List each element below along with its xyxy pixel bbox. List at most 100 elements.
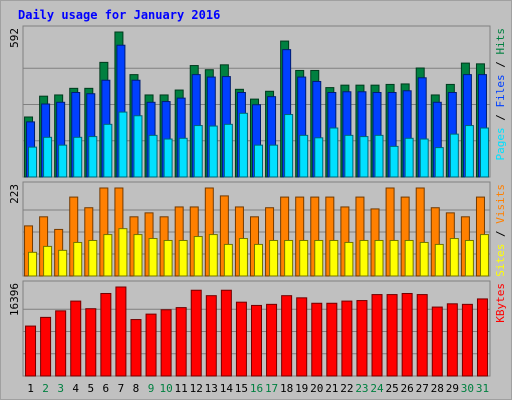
bar-kbytes-day-15 [235,301,247,377]
bar-pages-day-19 [299,134,309,178]
x-tick-label: 13 [205,382,218,395]
bar-kbytes-day-20 [311,302,323,377]
bar-kbytes-day-29 [446,303,458,377]
bar-kbytes-day-12 [190,289,202,377]
bar-pages-day-29 [449,133,459,178]
x-tick-label: 30 [461,382,474,395]
bar-kbytes-day-17 [266,303,278,377]
x-tick-label: 29 [446,382,459,395]
bar-kbytes-day-1 [25,325,37,377]
panel-mid-legend: Sites / Visits [494,184,507,277]
bar-pages-day-17 [269,144,279,178]
bar-sites-day-12 [193,236,203,277]
bar-sites-day-3 [58,249,68,277]
bar-pages-day-20 [314,137,324,178]
x-tick-label: 24 [370,382,384,395]
legend-separator: / [494,224,507,244]
bar-sites-day-1 [28,251,38,277]
bar-kbytes-day-11 [175,307,187,377]
bar-sites-day-11 [178,239,188,277]
legend-separator: / [494,55,507,75]
bar-pages-day-9 [148,134,158,178]
bar-kbytes-day-6 [100,292,112,377]
bar-kbytes-day-4 [70,300,82,377]
bar-pages-day-30 [464,125,474,178]
bar-sites-day-16 [254,243,263,277]
bar-sites-day-24 [374,239,384,277]
x-tick-label: 15 [235,382,248,395]
bar-pages-day-18 [284,114,294,178]
bar-sites-day-22 [344,241,354,277]
bar-kbytes-day-21 [326,302,338,377]
bar-pages-day-1 [28,146,38,178]
bar-sites-day-26 [404,239,414,277]
bar-pages-day-6 [103,123,113,178]
bar-kbytes-day-22 [341,300,353,377]
series-kbytes [25,286,488,377]
x-tick-label: 14 [220,382,234,395]
bar-sites-day-21 [329,239,339,277]
bar-sites-day-14 [223,243,233,277]
bar-pages-day-10 [163,138,173,178]
bar-kbytes-day-30 [461,303,473,377]
x-tick-label: 28 [431,382,444,395]
bar-kbytes-day-19 [296,297,308,377]
panel-top-legend: Pages / Files / Hits [494,28,507,161]
bar-kbytes-day-13 [205,295,217,377]
x-tick-label: 23 [355,382,368,395]
bar-sites-day-17 [269,239,279,277]
bar-sites-day-7 [118,228,128,277]
bar-pages-day-13 [208,125,218,178]
x-tick-label: 18 [280,382,293,395]
x-tick-label: 22 [340,382,353,395]
bar-pages-day-25 [389,145,399,178]
bar-sites-day-15 [238,238,248,277]
x-tick-label: 3 [57,382,64,395]
panel-top: 592 Pages / Files / Hits [8,25,507,178]
bar-kbytes-day-24 [371,294,383,377]
x-tick-label: 4 [72,382,79,395]
bar-pages-day-7 [118,111,128,178]
bar-pages-day-22 [344,134,354,178]
chart-title: Daily usage for January 2016 [18,8,220,22]
x-tick-label: 11 [175,382,188,395]
bar-pages-day-28 [434,147,444,178]
panel-mid: 223 Sites / Visits [8,181,507,277]
x-tick-label: 16 [250,382,263,395]
bar-sites-day-30 [464,239,474,277]
bar-pages-day-12 [193,125,203,178]
bar-sites-day-6 [103,234,113,277]
legend-item-visits: Visits [494,184,507,224]
bar-kbytes-day-23 [356,300,368,377]
bar-pages-day-8 [133,115,143,178]
bar-pages-day-15 [238,112,248,178]
x-tick-label: 6 [103,382,110,395]
bar-sites-day-2 [43,245,53,277]
panel-mid-y-max-label: 223 [8,184,21,204]
x-tick-label: 26 [401,382,414,395]
bar-kbytes-day-16 [251,304,262,377]
bar-pages-day-16 [254,144,263,178]
x-tick-label: 12 [190,382,203,395]
x-tick-label: 17 [265,382,278,395]
bar-sites-day-13 [208,234,218,277]
bar-pages-day-4 [73,136,83,178]
x-tick-label: 9 [148,382,155,395]
bar-sites-day-31 [479,234,489,277]
bar-sites-day-18 [284,239,294,277]
bar-sites-day-29 [449,238,459,277]
x-tick-label: 7 [118,382,125,395]
bar-sites-day-9 [148,238,158,277]
bar-kbytes-day-2 [40,316,52,377]
x-tick-label: 25 [385,382,398,395]
bar-kbytes-day-25 [386,294,398,377]
bar-kbytes-day-8 [130,319,142,377]
bar-pages-day-23 [359,136,369,178]
bar-kbytes-day-9 [145,313,157,377]
x-tick-label: 19 [295,382,308,395]
bar-kbytes-day-5 [85,308,97,377]
bar-kbytes-day-31 [476,298,488,377]
legend-item-sites: Sites [494,244,507,277]
bar-pages-day-31 [479,127,489,178]
bar-kbytes-day-18 [281,295,293,377]
